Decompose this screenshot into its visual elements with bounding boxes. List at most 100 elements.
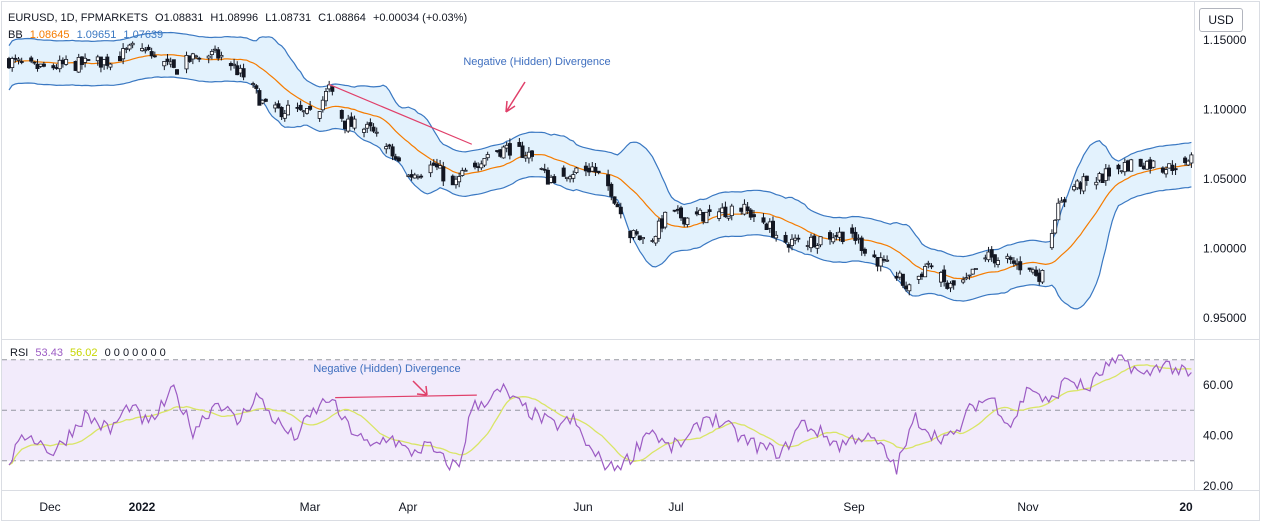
candle: [105, 53, 110, 70]
candle: [790, 234, 795, 251]
candle-body: [346, 118, 351, 132]
candle-body: [761, 217, 766, 223]
candle: [501, 145, 506, 159]
candle-body: [165, 58, 170, 62]
candle-body: [951, 280, 956, 286]
candle-body: [907, 284, 912, 292]
candle-body: [1173, 168, 1178, 171]
candle-body: [393, 156, 398, 160]
candle-body: [701, 211, 706, 222]
candle-body: [970, 268, 975, 275]
candle-body: [1145, 160, 1150, 170]
candle-body: [41, 63, 46, 67]
candle-body: [764, 223, 769, 230]
candle-body: [1107, 167, 1112, 177]
candle: [656, 218, 661, 242]
candle-body: [140, 48, 145, 52]
candle: [761, 213, 766, 225]
candle: [361, 127, 366, 138]
candle: [143, 47, 148, 54]
candle-body: [774, 234, 779, 239]
candle: [996, 257, 1001, 268]
candle: [1116, 163, 1121, 175]
candle-body: [304, 108, 309, 114]
rsi-axis[interactable]: 60.00 40.00 20.00: [1203, 378, 1233, 493]
candle-body: [352, 118, 357, 129]
candle: [907, 283, 912, 296]
price-pane[interactable]: [7, 31, 1194, 310]
candle-body: [276, 103, 281, 109]
candle: [387, 143, 392, 150]
candle-body: [707, 209, 712, 212]
candle-body: [102, 59, 107, 66]
candle-body: [996, 260, 1001, 265]
candle: [663, 211, 668, 230]
candle-body: [1040, 269, 1045, 283]
candle-body: [1075, 180, 1080, 189]
candle: [951, 280, 956, 290]
bb-basis-value: 1.08645: [29, 29, 70, 41]
candle: [618, 202, 623, 219]
candle-body: [1053, 219, 1058, 234]
candle: [184, 51, 189, 74]
candle-body: [685, 217, 690, 226]
candle-body: [415, 176, 420, 179]
rsi-divergence-annotation: Negative (Hidden) Divergence: [313, 363, 460, 375]
candle-body: [285, 104, 290, 116]
candle-body: [783, 234, 788, 243]
candle-body: [742, 203, 747, 215]
candle-body: [212, 48, 217, 51]
candle-body: [786, 244, 791, 248]
candle: [615, 202, 620, 208]
candle-body: [232, 63, 237, 66]
candle: [571, 170, 576, 183]
candle-body: [228, 63, 233, 67]
candle-body: [260, 99, 265, 104]
candle: [828, 230, 833, 245]
candle-body: [723, 206, 728, 218]
bb-label: BB: [8, 29, 23, 41]
candle: [257, 88, 262, 106]
candle: [251, 81, 256, 88]
candle-body: [387, 144, 392, 147]
candle: [32, 61, 37, 65]
candle-body: [942, 269, 947, 283]
candle-body: [596, 170, 601, 173]
candle: [1183, 156, 1188, 166]
candle-body: [663, 211, 668, 228]
rsi-pane[interactable]: [2, 354, 1194, 475]
candle-body: [390, 146, 395, 157]
candle-body: [254, 85, 259, 89]
candle: [285, 100, 290, 116]
candle-body: [809, 236, 814, 249]
candle: [704, 211, 709, 224]
rsi-tick-label: 40.00: [1203, 429, 1233, 443]
candle: [41, 61, 46, 68]
candle: [545, 167, 550, 185]
candle: [206, 54, 211, 64]
candle-body: [450, 175, 455, 186]
candle: [1100, 173, 1105, 184]
time-axis[interactable]: Dec 2022 Mar Apr Jun Jul Sep Nov 20: [39, 500, 1193, 514]
price-axis[interactable]: 1.15000 1.10000 1.05000 1.00000 0.95000: [1203, 33, 1247, 325]
close-value: C1.08864: [318, 12, 366, 24]
candle-body: [606, 174, 611, 187]
candle-body: [419, 175, 424, 178]
candle: [726, 215, 731, 221]
candle-body: [650, 240, 655, 242]
candle-body: [257, 90, 262, 106]
candle: [593, 163, 598, 176]
candle: [450, 174, 455, 186]
candle-body: [1049, 233, 1054, 249]
candle: [992, 254, 997, 268]
candle-body: [121, 48, 126, 60]
time-tick-label: Sep: [843, 500, 865, 514]
candle: [818, 236, 823, 248]
candle: [1056, 198, 1061, 221]
currency-button[interactable]: USD: [1199, 8, 1243, 32]
candle-body: [308, 105, 313, 110]
candle-body: [29, 57, 34, 62]
candle-body: [660, 218, 665, 229]
candle: [634, 229, 639, 236]
bb-upper-value: 1.09651: [76, 29, 117, 41]
